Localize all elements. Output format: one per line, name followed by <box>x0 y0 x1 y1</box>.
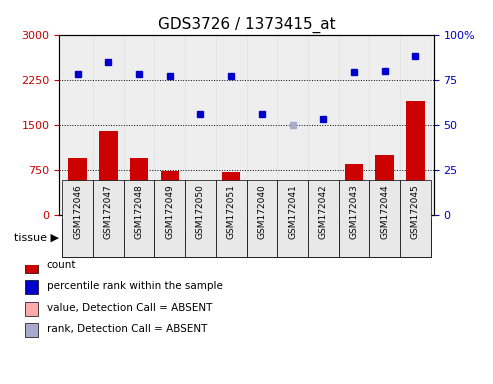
Bar <box>25 323 38 337</box>
Bar <box>154 35 185 215</box>
FancyBboxPatch shape <box>339 180 369 257</box>
Text: GSM172049: GSM172049 <box>165 184 174 239</box>
FancyBboxPatch shape <box>308 180 339 257</box>
FancyBboxPatch shape <box>154 180 185 257</box>
Bar <box>25 280 38 294</box>
Bar <box>99 131 117 215</box>
FancyBboxPatch shape <box>62 180 93 257</box>
FancyBboxPatch shape <box>93 180 124 257</box>
Bar <box>69 158 87 215</box>
FancyBboxPatch shape <box>246 219 339 257</box>
Bar <box>222 172 241 215</box>
Bar <box>308 35 339 215</box>
FancyBboxPatch shape <box>124 180 154 257</box>
FancyBboxPatch shape <box>339 219 431 257</box>
Text: cerebral cortex: cerebral cortex <box>164 233 238 243</box>
Text: GSM172043: GSM172043 <box>350 184 358 239</box>
Bar <box>191 198 210 215</box>
Bar <box>93 35 124 215</box>
Bar <box>277 35 308 215</box>
Text: percentile rank within the sample: percentile rank within the sample <box>47 281 223 291</box>
Text: rank, Detection Call = ABSENT: rank, Detection Call = ABSENT <box>47 324 207 334</box>
Bar <box>246 35 277 215</box>
Bar <box>124 35 154 215</box>
FancyBboxPatch shape <box>62 219 154 257</box>
Text: GSM172050: GSM172050 <box>196 184 205 239</box>
Text: GSM172048: GSM172048 <box>135 184 143 239</box>
FancyBboxPatch shape <box>185 180 216 257</box>
Text: hippocampal CA1: hippocampal CA1 <box>249 233 336 243</box>
Text: count: count <box>47 260 76 270</box>
Bar <box>62 35 93 215</box>
Bar <box>345 164 363 215</box>
Text: hippocampal CA3: hippocampal CA3 <box>342 233 427 243</box>
Bar <box>25 302 38 316</box>
Text: value, Detection Call = ABSENT: value, Detection Call = ABSENT <box>47 303 212 313</box>
Text: GSM172041: GSM172041 <box>288 184 297 239</box>
Bar <box>161 171 179 215</box>
Text: GSM172046: GSM172046 <box>73 184 82 239</box>
Bar <box>252 200 271 215</box>
Bar <box>314 200 332 215</box>
FancyBboxPatch shape <box>277 180 308 257</box>
Text: GSM172051: GSM172051 <box>227 184 236 239</box>
Bar <box>216 35 246 215</box>
FancyBboxPatch shape <box>216 180 246 257</box>
Text: tissue ▶: tissue ▶ <box>13 233 59 243</box>
Bar <box>130 158 148 215</box>
Title: GDS3726 / 1373415_at: GDS3726 / 1373415_at <box>158 17 335 33</box>
Text: GSM172045: GSM172045 <box>411 184 420 239</box>
FancyBboxPatch shape <box>246 180 277 257</box>
Bar <box>400 35 431 215</box>
Bar <box>369 35 400 215</box>
Bar <box>406 101 424 215</box>
FancyBboxPatch shape <box>369 180 400 257</box>
FancyBboxPatch shape <box>154 219 246 257</box>
Bar <box>25 259 38 273</box>
FancyBboxPatch shape <box>400 180 431 257</box>
Bar <box>376 155 394 215</box>
Bar <box>185 35 216 215</box>
Text: GSM172044: GSM172044 <box>380 184 389 239</box>
Text: GSM172040: GSM172040 <box>257 184 266 239</box>
Bar <box>283 206 302 215</box>
Text: GSM172042: GSM172042 <box>319 184 328 239</box>
Text: GSM172047: GSM172047 <box>104 184 113 239</box>
Bar <box>339 35 369 215</box>
Text: cerebellar
granular layer: cerebellar granular layer <box>74 227 143 249</box>
